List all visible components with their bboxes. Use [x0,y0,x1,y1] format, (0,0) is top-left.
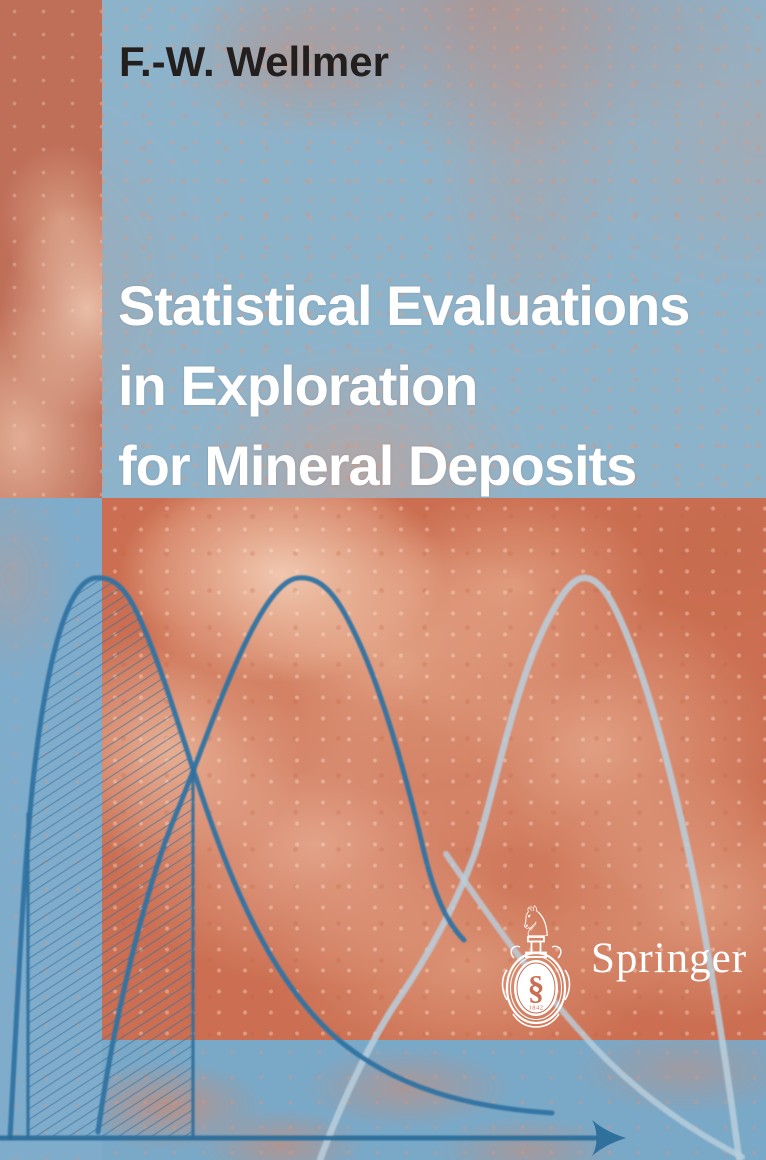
title-line-1: Statistical Evaluations [118,274,690,337]
emblem-crest [501,945,571,1028]
background-salmon-block [0,0,102,498]
bell-curve-pale [316,574,743,1160]
publisher-name: Springer [591,935,748,982]
author-name: F.-W. Wellmer [119,38,389,85]
background-blue-top [0,0,766,498]
pale-curve-tail [443,851,745,1160]
knight-icon: ♘ [517,897,555,946]
emblem-oval [514,960,558,1016]
rose-crystal-photo-block [102,498,766,1040]
bell-curve-middle [95,575,467,1135]
title-line-2: in Exploration [118,354,478,417]
book-title: Statistical Evaluations in Exploration f… [118,266,690,506]
title-line-3: for Mineral Deposits [118,434,637,497]
axis-arrow-icon [592,1120,626,1156]
springer-emblem-icon: ♘ § 1842 [501,897,571,1028]
emblem-inner-ring [516,962,556,1014]
section-symbol: § [528,970,545,1007]
emblem-year: 1842 [529,1005,544,1012]
